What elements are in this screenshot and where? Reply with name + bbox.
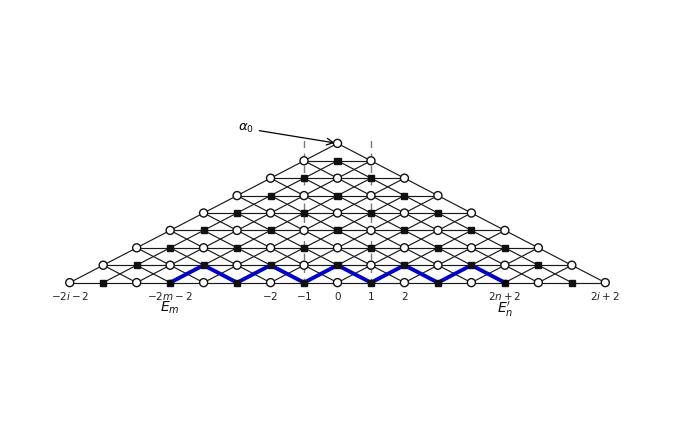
Bar: [167, 279, 173, 286]
Circle shape: [267, 244, 275, 252]
Circle shape: [333, 244, 342, 252]
Circle shape: [535, 244, 542, 252]
Circle shape: [467, 279, 475, 287]
Bar: [502, 279, 508, 286]
Circle shape: [434, 192, 442, 200]
Circle shape: [501, 261, 509, 269]
Bar: [267, 193, 273, 199]
Bar: [569, 279, 575, 286]
Circle shape: [233, 226, 241, 234]
Text: $-2i-2$: $-2i-2$: [51, 290, 89, 302]
Circle shape: [99, 261, 107, 269]
Bar: [100, 279, 106, 286]
Bar: [234, 245, 240, 251]
Circle shape: [300, 226, 308, 234]
Circle shape: [568, 261, 576, 269]
Bar: [435, 210, 441, 216]
Text: $2$: $2$: [401, 290, 408, 302]
Circle shape: [300, 261, 308, 269]
Circle shape: [333, 209, 342, 217]
Text: $-2m-2$: $-2m-2$: [147, 290, 193, 302]
Circle shape: [267, 279, 275, 287]
Circle shape: [434, 261, 442, 269]
Circle shape: [400, 174, 408, 182]
Bar: [301, 175, 307, 181]
Bar: [200, 227, 207, 233]
Bar: [335, 158, 340, 164]
Circle shape: [467, 209, 475, 217]
Bar: [335, 193, 340, 199]
Circle shape: [300, 192, 308, 200]
Bar: [468, 262, 475, 268]
Circle shape: [535, 279, 542, 287]
Bar: [502, 245, 508, 251]
Circle shape: [467, 244, 475, 252]
Circle shape: [400, 279, 408, 287]
Bar: [435, 279, 441, 286]
Text: $0$: $0$: [333, 290, 342, 302]
Circle shape: [434, 226, 442, 234]
Circle shape: [233, 261, 241, 269]
Bar: [134, 262, 140, 268]
Bar: [234, 279, 240, 286]
Bar: [368, 210, 374, 216]
Bar: [267, 227, 273, 233]
Bar: [368, 279, 374, 286]
Text: $2i+2$: $2i+2$: [591, 290, 620, 302]
Bar: [402, 227, 408, 233]
Circle shape: [333, 279, 342, 287]
Bar: [335, 262, 340, 268]
Circle shape: [400, 244, 408, 252]
Circle shape: [367, 261, 375, 269]
Bar: [301, 245, 307, 251]
Bar: [468, 227, 475, 233]
Bar: [200, 262, 207, 268]
Circle shape: [367, 226, 375, 234]
Text: $-1$: $-1$: [296, 290, 313, 302]
Circle shape: [133, 244, 140, 252]
Circle shape: [267, 174, 275, 182]
Circle shape: [200, 244, 208, 252]
Circle shape: [501, 226, 509, 234]
Circle shape: [601, 279, 610, 287]
Circle shape: [200, 279, 208, 287]
Bar: [435, 245, 441, 251]
Circle shape: [133, 279, 140, 287]
Circle shape: [166, 226, 174, 234]
Circle shape: [333, 174, 342, 182]
Bar: [535, 262, 541, 268]
Circle shape: [367, 192, 375, 200]
Circle shape: [367, 157, 375, 165]
Bar: [335, 227, 340, 233]
Text: $\alpha_0$: $\alpha_0$: [238, 122, 333, 145]
Circle shape: [200, 209, 208, 217]
Bar: [301, 210, 307, 216]
Bar: [167, 245, 173, 251]
Bar: [267, 262, 273, 268]
Text: $-2$: $-2$: [263, 290, 279, 302]
Text: $E_n'$: $E_n'$: [497, 299, 513, 319]
Bar: [402, 193, 408, 199]
Text: $1$: $1$: [367, 290, 375, 302]
Circle shape: [300, 157, 308, 165]
Bar: [234, 210, 240, 216]
Circle shape: [267, 209, 275, 217]
Circle shape: [166, 261, 174, 269]
Bar: [402, 262, 408, 268]
Circle shape: [233, 192, 241, 200]
Circle shape: [333, 139, 342, 147]
Bar: [301, 279, 307, 286]
Bar: [368, 245, 374, 251]
Circle shape: [65, 279, 74, 287]
Bar: [368, 175, 374, 181]
Circle shape: [400, 209, 408, 217]
Text: $E_m$: $E_m$: [161, 299, 180, 316]
Text: $2n+2$: $2n+2$: [488, 290, 522, 302]
